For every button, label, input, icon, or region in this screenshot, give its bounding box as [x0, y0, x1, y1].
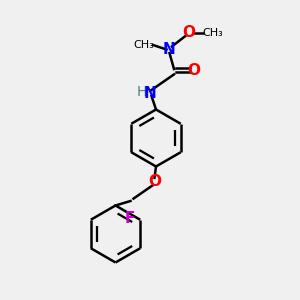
Text: O: O [148, 174, 161, 189]
Text: N: N [144, 85, 156, 100]
Text: O: O [187, 63, 200, 78]
Text: F: F [124, 211, 135, 226]
Text: O: O [182, 26, 196, 40]
Text: CH₃: CH₃ [202, 28, 224, 38]
Text: N: N [163, 42, 176, 57]
Text: H: H [137, 85, 147, 98]
Text: CH₃: CH₃ [134, 40, 154, 50]
